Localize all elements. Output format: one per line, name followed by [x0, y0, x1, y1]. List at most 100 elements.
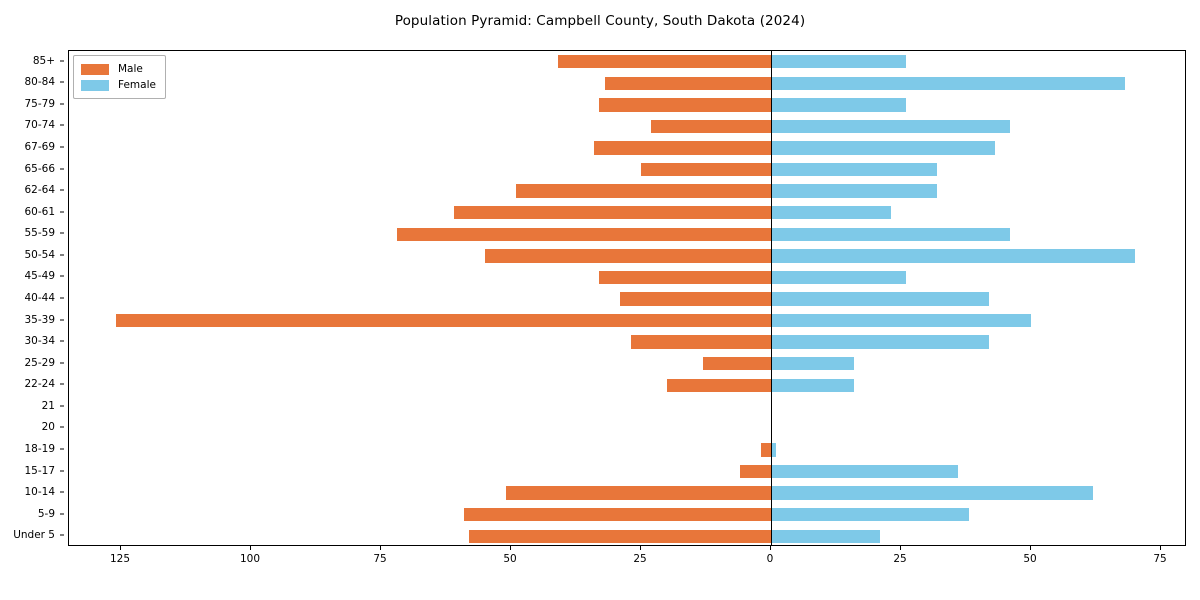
- bar-male-67-69: [594, 141, 771, 155]
- bar-row: [69, 313, 1185, 328]
- bar-female-60-61: [771, 206, 891, 220]
- y-tick-label-50-54: 50-54: [24, 248, 55, 261]
- bar-row: [69, 400, 1185, 413]
- bar-row: [69, 357, 1185, 371]
- y-tick-mark: [60, 470, 64, 472]
- bar-row: [69, 206, 1185, 220]
- bar-male-18-19: [760, 443, 771, 457]
- y-tick-label-22-24: 22-24: [24, 378, 55, 391]
- x-tick-label-25: 25: [633, 553, 647, 565]
- x-axis: 125 100 75 50 25 0 25 50 75: [68, 546, 1186, 586]
- x-tick-mark: [380, 546, 381, 550]
- y-tick-label-70-74: 70-74: [24, 119, 55, 132]
- y-tick-label-21: 21: [41, 399, 55, 412]
- y-tick-mark: [60, 275, 64, 277]
- y-tick-mark: [60, 426, 64, 428]
- bar-male-25-29: [703, 357, 771, 371]
- x-tick-label-125: 125: [109, 553, 131, 565]
- x-tick-mark: [510, 546, 511, 550]
- bar-female-10-14: [771, 486, 1094, 500]
- y-tick-mark: [60, 60, 64, 62]
- x-tick-mark: [1030, 546, 1031, 550]
- bar-male-30-34: [630, 335, 771, 349]
- bar-female-70-74: [771, 119, 1011, 134]
- legend-label-female: Female: [118, 79, 156, 91]
- bar-row: [69, 507, 1185, 522]
- bar-female-75-79: [771, 98, 907, 112]
- y-tick-mark: [60, 146, 64, 148]
- x-tick-mark: [120, 546, 121, 550]
- legend-label-male: Male: [118, 63, 143, 75]
- y-tick-label-75-79: 75-79: [24, 97, 55, 110]
- legend-item-female: Female: [81, 77, 156, 93]
- bar-row: [69, 464, 1185, 479]
- y-tick-mark: [60, 319, 64, 321]
- x-tick-label-50: 50: [1023, 553, 1037, 565]
- bars-layer: [69, 51, 1185, 545]
- y-tick-label-67-69: 67-69: [24, 141, 55, 154]
- x-tick-mark: [900, 546, 901, 550]
- bar-female-under-5: [771, 529, 881, 543]
- x-tick-label-0: 0: [766, 553, 774, 565]
- y-tick-label-60-61: 60-61: [24, 205, 55, 218]
- bar-male-60-61: [453, 206, 771, 220]
- bar-male-50-54: [485, 249, 771, 263]
- x-tick-label-25: 25: [893, 553, 907, 565]
- y-tick-mark: [60, 448, 64, 450]
- x-tick-mark: [1160, 546, 1161, 550]
- chart-title: Population Pyramid: Campbell County, Sou…: [394, 13, 806, 29]
- bar-male-65-66: [641, 162, 771, 177]
- bar-row: [69, 292, 1185, 306]
- x-tick-mark: [640, 546, 641, 550]
- bar-male-40-44: [620, 292, 771, 306]
- y-tick-mark: [60, 81, 64, 83]
- bar-female-25-29: [771, 357, 855, 371]
- x-tick-label-75: 75: [373, 553, 387, 565]
- bar-male-5-9: [464, 507, 771, 522]
- bar-female-80-84: [771, 76, 1125, 91]
- y-tick-mark: [60, 254, 64, 256]
- y-tick-label-15-17: 15-17: [24, 464, 55, 477]
- x-tick-label-75: 75: [1153, 553, 1167, 565]
- bar-row: [69, 98, 1185, 112]
- y-tick-label-18-19: 18-19: [24, 442, 55, 455]
- x-tick-label-50: 50: [503, 553, 517, 565]
- bar-female-18-19: [771, 443, 777, 457]
- x-tick-label-100: 100: [239, 553, 261, 565]
- bar-row: [69, 335, 1185, 349]
- chart-legend: Male Female: [73, 55, 166, 99]
- y-tick-mark: [60, 211, 64, 213]
- y-tick-label-55-59: 55-59: [24, 227, 55, 240]
- y-tick-label-40-44: 40-44: [24, 292, 55, 304]
- bar-male-70-74: [651, 119, 771, 134]
- bar-male-45-49: [599, 270, 771, 285]
- bar-row: [69, 55, 1185, 69]
- y-tick-label-25-29: 25-29: [24, 356, 55, 369]
- bar-female-45-49: [771, 270, 907, 285]
- y-tick-label-45-49: 45-49: [24, 270, 55, 283]
- bar-row: [69, 529, 1185, 543]
- bar-female-50-54: [771, 249, 1135, 263]
- x-tick-mark: [250, 546, 251, 550]
- bar-row: [69, 270, 1185, 285]
- bar-female-40-44: [771, 292, 990, 306]
- bar-female-35-39: [771, 313, 1031, 328]
- bar-female-30-34: [771, 335, 990, 349]
- y-tick-mark: [60, 340, 64, 342]
- bar-row: [69, 486, 1185, 500]
- bar-row: [69, 227, 1185, 241]
- bar-female-62-64: [771, 184, 938, 198]
- bar-female-55-59: [771, 227, 1011, 241]
- y-tick-mark: [60, 513, 64, 515]
- y-tick-label-30-34: 30-34: [24, 335, 55, 348]
- legend-swatch-male: [81, 63, 109, 75]
- bar-row: [69, 184, 1185, 198]
- bar-male-35-39: [115, 313, 771, 328]
- bar-male-62-64: [516, 184, 771, 198]
- bar-male-under-5: [469, 529, 771, 543]
- y-tick-mark: [60, 103, 64, 105]
- bar-female-22-24: [771, 378, 855, 392]
- bar-female-67-69: [771, 141, 995, 155]
- bar-female-85-: [771, 55, 907, 69]
- y-tick-label-80-84: 80-84: [24, 76, 55, 89]
